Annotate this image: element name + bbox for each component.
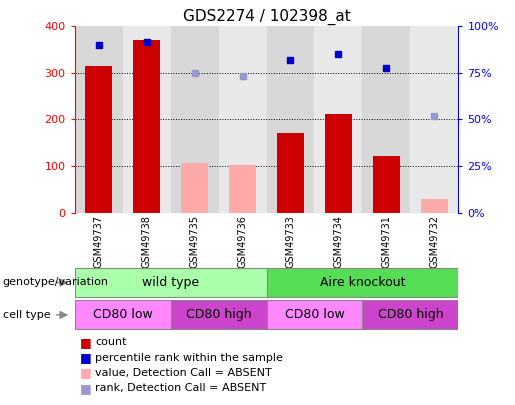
Bar — [133, 40, 160, 213]
Text: ■: ■ — [80, 336, 92, 349]
Bar — [267, 268, 458, 297]
Bar — [315, 26, 363, 213]
Text: ■: ■ — [80, 382, 92, 395]
Bar — [363, 26, 410, 213]
Text: Aire knockout: Aire knockout — [320, 276, 405, 289]
Bar — [277, 132, 304, 213]
Text: cell type: cell type — [3, 310, 50, 320]
Bar — [421, 199, 448, 213]
Text: CD80 low: CD80 low — [93, 308, 152, 322]
Bar — [410, 26, 458, 213]
Text: wild type: wild type — [142, 276, 199, 289]
Bar — [267, 301, 363, 330]
Text: count: count — [95, 337, 127, 347]
Title: GDS2274 / 102398_at: GDS2274 / 102398_at — [183, 9, 350, 25]
Bar — [123, 26, 170, 213]
Bar — [170, 26, 218, 213]
Bar — [181, 163, 208, 213]
Text: value, Detection Call = ABSENT: value, Detection Call = ABSENT — [95, 368, 272, 378]
Text: rank, Detection Call = ABSENT: rank, Detection Call = ABSENT — [95, 384, 267, 393]
Text: genotype/variation: genotype/variation — [3, 277, 109, 288]
Text: ■: ■ — [80, 367, 92, 379]
Bar — [85, 66, 112, 213]
Bar — [229, 165, 256, 213]
Bar — [373, 156, 400, 213]
Bar — [75, 268, 267, 297]
Bar — [363, 301, 458, 330]
Text: CD80 high: CD80 high — [186, 308, 251, 322]
Text: ■: ■ — [80, 351, 92, 364]
Bar — [218, 26, 267, 213]
Bar — [170, 301, 267, 330]
Bar — [267, 26, 315, 213]
Text: CD80 low: CD80 low — [285, 308, 345, 322]
Bar — [325, 114, 352, 213]
Text: CD80 high: CD80 high — [377, 308, 443, 322]
Bar — [75, 26, 123, 213]
Bar — [75, 301, 170, 330]
Text: percentile rank within the sample: percentile rank within the sample — [95, 353, 283, 362]
